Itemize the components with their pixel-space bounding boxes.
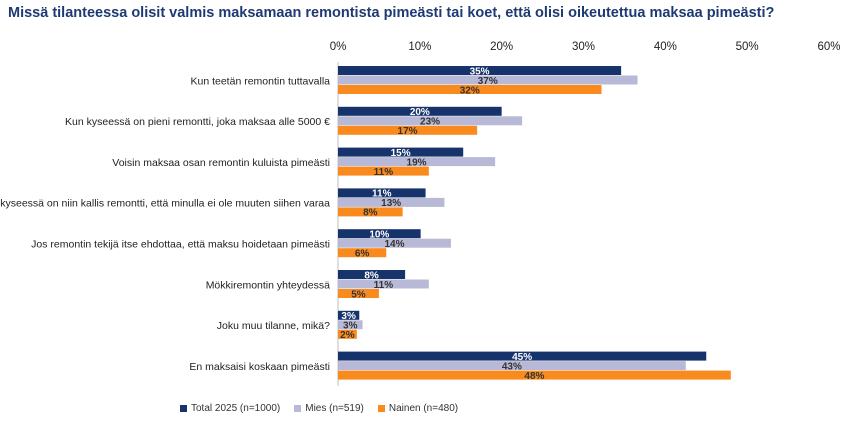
legend-swatch-nainen (377, 405, 385, 412)
bar-mies (338, 197, 445, 207)
data-label-nainen: 11% (374, 167, 394, 178)
category-label: Kun teetän remontin tuttavalla (190, 75, 330, 87)
data-label-mies: 37% (478, 76, 498, 87)
data-label-total: 10% (369, 230, 389, 241)
legend-swatch-total (180, 405, 187, 412)
category-label: Jos remontin tekijä itse ehdottaa, että … (31, 238, 330, 250)
data-label-total: 45% (512, 352, 532, 363)
category-label: Kun kyseessä on pieni remontti, joka mak… (65, 116, 330, 128)
legend-item-nainen: Nainen (n=480) (377, 403, 459, 414)
x-tick-label: 50% (736, 41, 759, 53)
data-label-total: 3% (341, 311, 356, 322)
category-label: Voisin maksaa osan remontin kuluista pim… (112, 157, 330, 169)
x-tick-label: 0% (330, 41, 347, 53)
data-label-mies: 19% (407, 157, 427, 168)
data-label-mies: 14% (384, 239, 404, 250)
bar-total (338, 66, 622, 75)
legend: Total 2025 (n=1000) Mies (n=519) Nainen … (180, 403, 458, 414)
bar-total (338, 229, 421, 239)
data-label-total: 20% (410, 107, 430, 118)
bar-total (338, 106, 502, 116)
x-tick-label: 40% (654, 41, 677, 53)
bar-nainen (338, 85, 602, 94)
data-label-nainen: 17% (398, 126, 418, 137)
bar-nainen (338, 370, 731, 380)
x-tick-label: 30% (572, 41, 595, 53)
category-label: En maksaisi koskaan pimeästi (189, 361, 330, 373)
data-label-nainen: 6% (355, 249, 370, 260)
bar-total (338, 351, 707, 361)
data-label-mies: 43% (502, 361, 522, 372)
bar-mies (338, 75, 638, 85)
bar-total (338, 147, 464, 157)
legend-label-total: Total 2025 (n=1000) (191, 403, 281, 414)
data-label-mies: 13% (381, 198, 401, 209)
legend-item-mies: Mies (n=519) (294, 403, 364, 414)
bar-total (338, 270, 406, 279)
category-label: Kun kyseessä on niin kallis remontti, et… (0, 198, 330, 210)
legend-swatch-mies (294, 405, 302, 412)
legend-label-nainen: Nainen (n=480) (388, 403, 459, 414)
bar-total (338, 188, 426, 198)
data-label-mies: 3% (343, 321, 358, 332)
bar-nainen (338, 125, 478, 135)
data-label-total: 15% (391, 148, 411, 159)
data-label-mies: 11% (374, 280, 394, 291)
bar-mies (338, 279, 429, 289)
data-label-nainen: 5% (351, 289, 366, 300)
category-label: Mökkiremontin yhteydessä (206, 279, 330, 291)
data-label-mies: 23% (420, 117, 440, 128)
chart-title: Missä tilanteessa olisit valmis maksamaa… (8, 5, 775, 21)
bar-nainen (338, 248, 387, 258)
bar-mies (338, 320, 363, 330)
bar-nainen (338, 329, 357, 339)
bar-nainen (338, 166, 429, 176)
bar-mies (338, 116, 523, 126)
x-tick-label: 60% (817, 41, 840, 53)
bar-nainen (338, 289, 379, 298)
data-label-nainen: 48% (524, 371, 544, 382)
x-tick-label: 10% (408, 41, 431, 53)
bar-total (338, 310, 360, 320)
data-label-total: 8% (364, 270, 379, 281)
data-label-nainen: 2% (340, 330, 355, 341)
legend-item-total: Total 2025 (n=1000) (180, 403, 280, 414)
bar-mies (338, 361, 686, 371)
data-label-total: 11% (372, 189, 392, 200)
bar-mies (338, 238, 451, 248)
data-label-nainen: 8% (363, 208, 378, 219)
legend-label-mies: Mies (n=519) (305, 403, 364, 414)
category-label: Joku muu tilanne, mikä? (217, 320, 330, 332)
bar-mies (338, 157, 496, 167)
data-label-nainen: 32% (460, 85, 480, 96)
data-label-total: 35% (470, 66, 490, 77)
bar-nainen (338, 207, 403, 217)
x-tick-label: 20% (490, 41, 513, 53)
